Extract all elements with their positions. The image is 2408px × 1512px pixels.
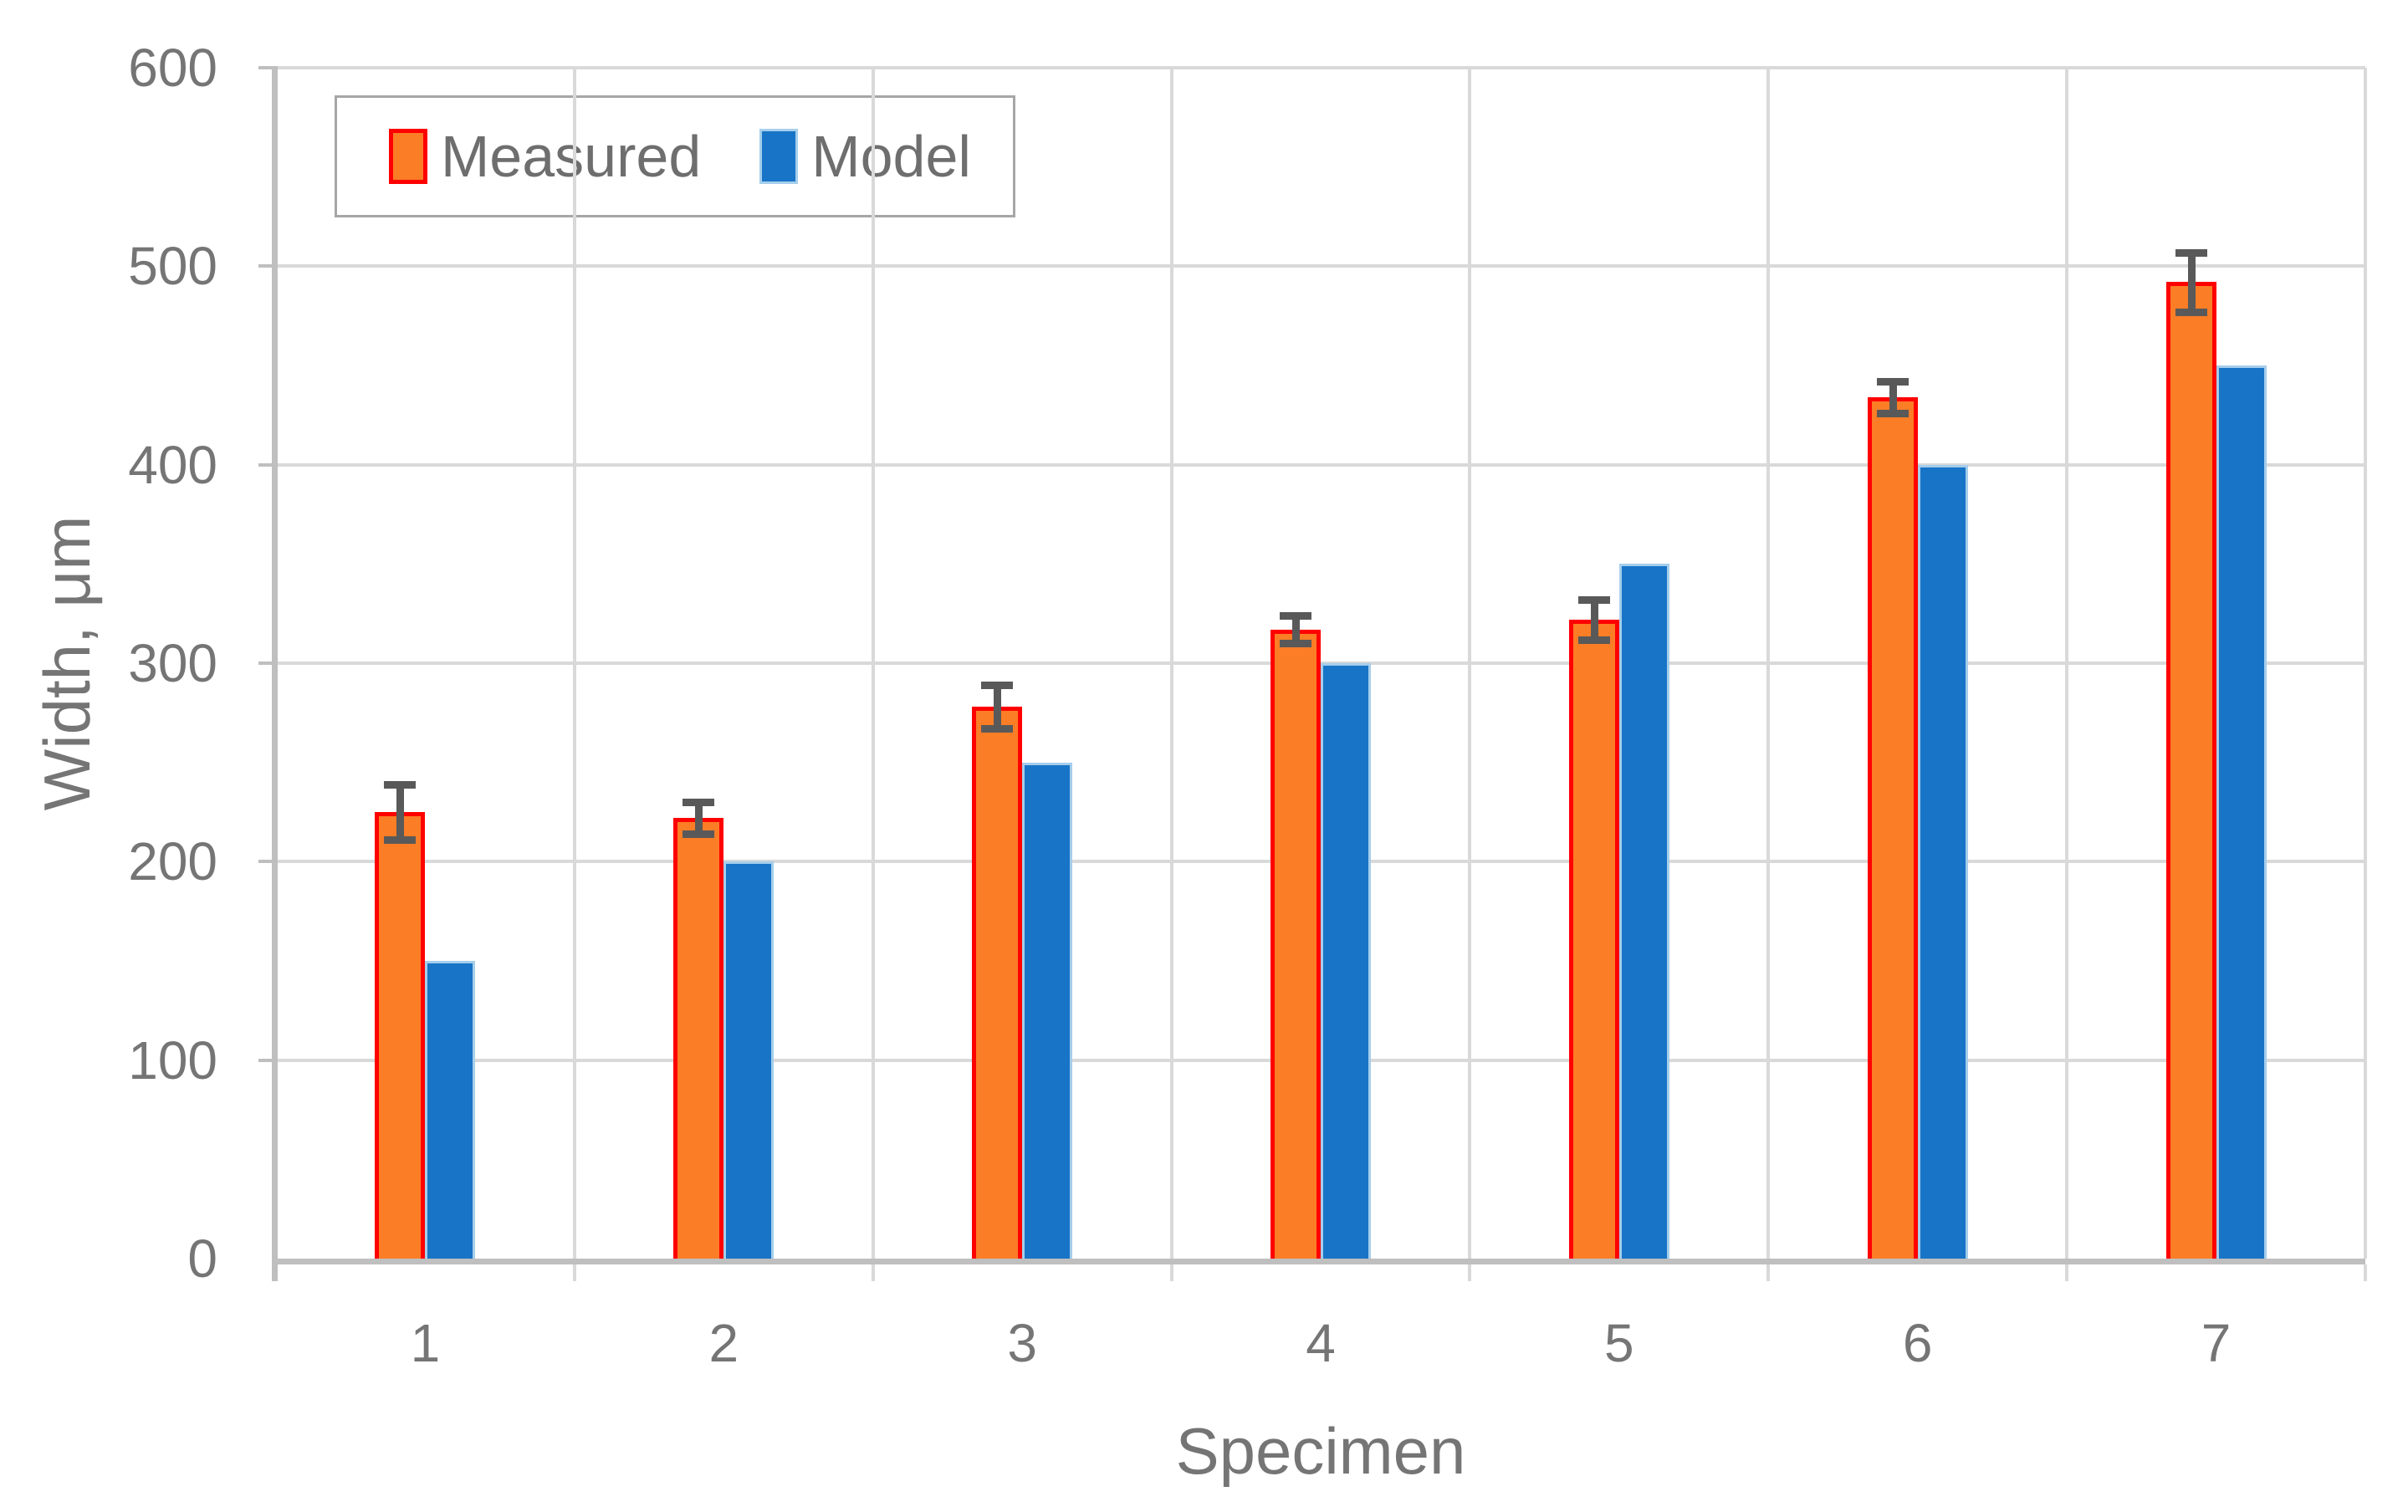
error-bar-cap [2175, 248, 2207, 257]
v-gridline [2364, 68, 2367, 1259]
error-bar-cap [683, 799, 715, 807]
v-gridline [1169, 68, 1173, 1259]
x-tick [2364, 1264, 2367, 1281]
bar-model-5 [1618, 564, 1669, 1259]
v-gridline [1468, 68, 1472, 1259]
v-gridline [1766, 68, 1771, 1259]
bar-measured-1 [375, 812, 426, 1259]
error-bar-cap [2175, 308, 2207, 316]
error-bar-6 [1889, 381, 1897, 413]
v-gridline [572, 68, 576, 1259]
h-gridline [276, 264, 2365, 268]
x-tick [572, 1264, 576, 1281]
bar-measured-5 [1568, 619, 1619, 1259]
bar-measured-6 [1867, 396, 1918, 1259]
x-tick-label: 4 [1306, 1313, 1336, 1373]
bar-measured-7 [2165, 282, 2216, 1259]
error-bar-cap [1876, 409, 1909, 417]
error-bar-5 [1590, 600, 1598, 640]
y-tick-label: 0 [187, 1228, 217, 1289]
y-tick [258, 662, 272, 665]
x-tick-label: 1 [410, 1313, 441, 1373]
x-tick [1169, 1264, 1173, 1281]
error-bar-1 [396, 784, 405, 840]
error-bar-2 [695, 802, 703, 835]
y-tick [258, 1058, 272, 1062]
x-tick [2065, 1264, 2069, 1281]
y-tick [258, 462, 272, 467]
legend-swatch-measured [389, 129, 427, 184]
x-tick [1468, 1264, 1472, 1281]
y-axis-line [272, 66, 278, 1281]
v-gridline [871, 68, 875, 1259]
y-tick [258, 66, 272, 69]
bar-model-7 [2216, 365, 2267, 1259]
y-tick-label: 200 [128, 831, 217, 892]
h-gridline [276, 66, 2365, 69]
error-bar-cap [384, 836, 417, 845]
x-tick [871, 1264, 875, 1281]
h-gridline [276, 462, 2365, 467]
bar-measured-4 [1270, 629, 1321, 1259]
bar-model-1 [425, 961, 476, 1259]
error-bar-cap [1280, 640, 1311, 648]
bar-measured-2 [673, 818, 724, 1259]
y-tick-label: 300 [128, 633, 217, 693]
error-bar-cap [981, 682, 1014, 690]
bar-model-3 [1022, 762, 1073, 1259]
legend-swatch-model [759, 129, 799, 184]
x-tick-label: 6 [1902, 1313, 1933, 1373]
error-bar-4 [1292, 616, 1300, 644]
y-tick [258, 264, 272, 268]
x-tick-label: 3 [1007, 1313, 1037, 1373]
error-bar-cap [1577, 596, 1610, 605]
x-tick-label: 7 [2201, 1313, 2232, 1373]
bar-measured-3 [972, 707, 1023, 1259]
legend-item-model: Model [759, 123, 971, 190]
y-tick [258, 860, 272, 864]
error-bar-cap [1876, 377, 1909, 386]
error-bar-cap [981, 725, 1014, 733]
error-bar-7 [2187, 252, 2196, 312]
y-tick-label: 400 [128, 434, 217, 495]
x-axis-title: Specimen [1175, 1414, 1466, 1488]
bar-model-6 [1917, 464, 1968, 1259]
y-tick-label: 600 [128, 38, 217, 98]
v-gridline [2065, 68, 2069, 1259]
y-tick-label: 500 [128, 236, 217, 297]
x-tick-label: 5 [1604, 1313, 1634, 1373]
x-tick [1766, 1264, 1771, 1281]
legend-item-measured: Measured [389, 123, 701, 190]
bar-model-4 [1321, 663, 1371, 1259]
bar-model-2 [723, 861, 775, 1259]
legend: Measured Model [335, 95, 1015, 217]
error-bar-cap [683, 830, 715, 839]
legend-label: Model [811, 124, 971, 189]
x-axis-line [272, 1259, 2365, 1264]
error-bar-cap [1280, 612, 1311, 621]
error-bar-cap [384, 780, 417, 789]
error-bar-cap [1577, 636, 1610, 644]
error-bar-3 [994, 685, 1002, 729]
x-tick-label: 2 [708, 1313, 739, 1373]
y-tick-label: 100 [128, 1029, 217, 1091]
legend-label: Measured [441, 124, 702, 189]
